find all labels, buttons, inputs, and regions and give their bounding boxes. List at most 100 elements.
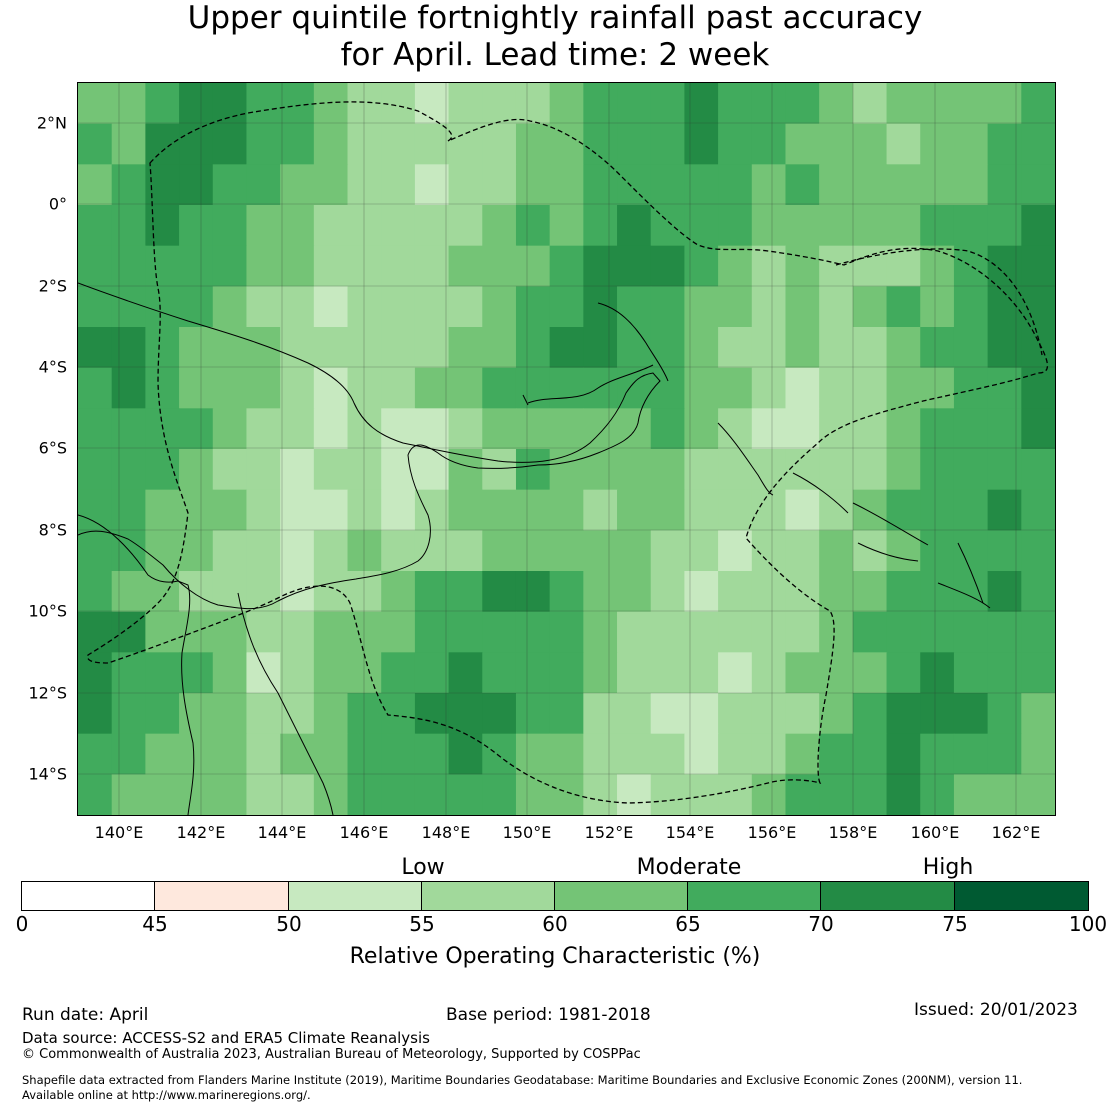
grid-cell (583, 164, 618, 206)
grid-cell (212, 327, 248, 369)
grid-cell (414, 408, 450, 450)
colorbar-tick: 60 (542, 912, 568, 936)
grid-cell (785, 367, 820, 409)
grid-cell (987, 489, 1022, 531)
grid-cell (684, 327, 719, 369)
grid-cell (785, 164, 820, 206)
grid-cell (179, 286, 214, 328)
grid-cell (111, 652, 146, 694)
grid-cell (987, 693, 1022, 735)
grid-cell (78, 286, 113, 328)
grid-cell (246, 611, 281, 653)
graticule (78, 83, 1055, 815)
grid-cell (920, 489, 955, 531)
grid-cell (313, 611, 349, 653)
grid-cell (583, 489, 618, 531)
grid-cell (381, 652, 416, 694)
lon-tick-label: 162°E (991, 823, 1041, 842)
shapefile-credit-line-2: Available online at http://www.marinereg… (22, 1088, 311, 1102)
grid-cell (414, 83, 450, 125)
grid-cell (886, 367, 921, 409)
lon-tick-label: 144°E (257, 823, 307, 842)
grid-cell (1021, 652, 1055, 694)
grid-cell (448, 123, 483, 165)
grid-cell (650, 367, 686, 409)
grid-cell (617, 83, 652, 125)
grid-cell (381, 164, 416, 206)
grid-cell (414, 123, 450, 165)
grid-cell (78, 611, 113, 653)
grid-cell (347, 367, 382, 409)
grid-cell (819, 449, 854, 491)
grid-cell (920, 449, 955, 491)
grid-cell (347, 530, 382, 572)
grid-cell (78, 530, 113, 572)
grid-cell (280, 408, 315, 450)
grid-cell (953, 652, 989, 694)
grid-cell (718, 652, 753, 694)
grid-cell (953, 205, 989, 247)
grid-cell (819, 652, 854, 694)
grid-cell (482, 408, 517, 450)
grid-cell (179, 123, 214, 165)
grid-cell (1021, 530, 1055, 572)
grid-cell (246, 245, 281, 287)
grid-cell (515, 530, 551, 572)
eez-solomon (835, 248, 1043, 356)
grid-cell (886, 408, 921, 450)
grid-cell (111, 286, 146, 328)
grid-cell (347, 449, 382, 491)
grid-cell (852, 408, 888, 450)
grid-cell (617, 205, 652, 247)
grid-cell (785, 408, 820, 450)
accuracy-grid (78, 83, 1055, 815)
grid-cell (751, 449, 787, 491)
new-britain-coastline (522, 364, 654, 406)
grid-cell (886, 693, 921, 735)
grid-cell (583, 611, 618, 653)
grid-cell (212, 286, 248, 328)
grid-cell (987, 123, 1022, 165)
eez-png (87, 101, 1049, 804)
grid-cell (179, 408, 214, 450)
grid-cell (751, 205, 787, 247)
colorbar-segment (555, 882, 688, 910)
grid-cell (549, 693, 584, 735)
grid-cell (179, 327, 214, 369)
grid-cell (381, 571, 416, 613)
colorbar-label: Relative Operating Characteristic (%) (349, 944, 761, 969)
grid-cell (111, 205, 146, 247)
grid-cell (414, 164, 450, 206)
colorbar-tick: 55 (409, 912, 435, 936)
grid-cell (953, 408, 989, 450)
grid-cell (617, 449, 652, 491)
grid-cell (751, 571, 787, 613)
grid-cell (650, 205, 686, 247)
grid-cell (381, 733, 416, 775)
grid-cell (111, 83, 146, 125)
grid-cell (751, 123, 787, 165)
grid-cell (179, 245, 214, 287)
grid-cell (650, 327, 686, 369)
grid-cell (347, 733, 382, 775)
grid-cell (1021, 489, 1055, 531)
grid-cell (549, 530, 584, 572)
grid-cell (583, 693, 618, 735)
grid-cell (785, 733, 820, 775)
colorbar-tick: 65 (675, 912, 701, 936)
grid-cell (448, 245, 483, 287)
grid-cell (280, 327, 315, 369)
grid-cell (482, 774, 517, 815)
grid-cell (280, 489, 315, 531)
grid-cell (515, 367, 551, 409)
grid-cell (448, 327, 483, 369)
grid-cell (751, 83, 787, 125)
grid-cell (819, 164, 854, 206)
grid-cell (313, 367, 349, 409)
lon-tick-label: 146°E (339, 823, 389, 842)
grid-cell (583, 245, 618, 287)
grid-cell (145, 652, 180, 694)
grid-cell (145, 205, 180, 247)
australia-east-coast (237, 592, 334, 815)
grid-cell (246, 123, 281, 165)
